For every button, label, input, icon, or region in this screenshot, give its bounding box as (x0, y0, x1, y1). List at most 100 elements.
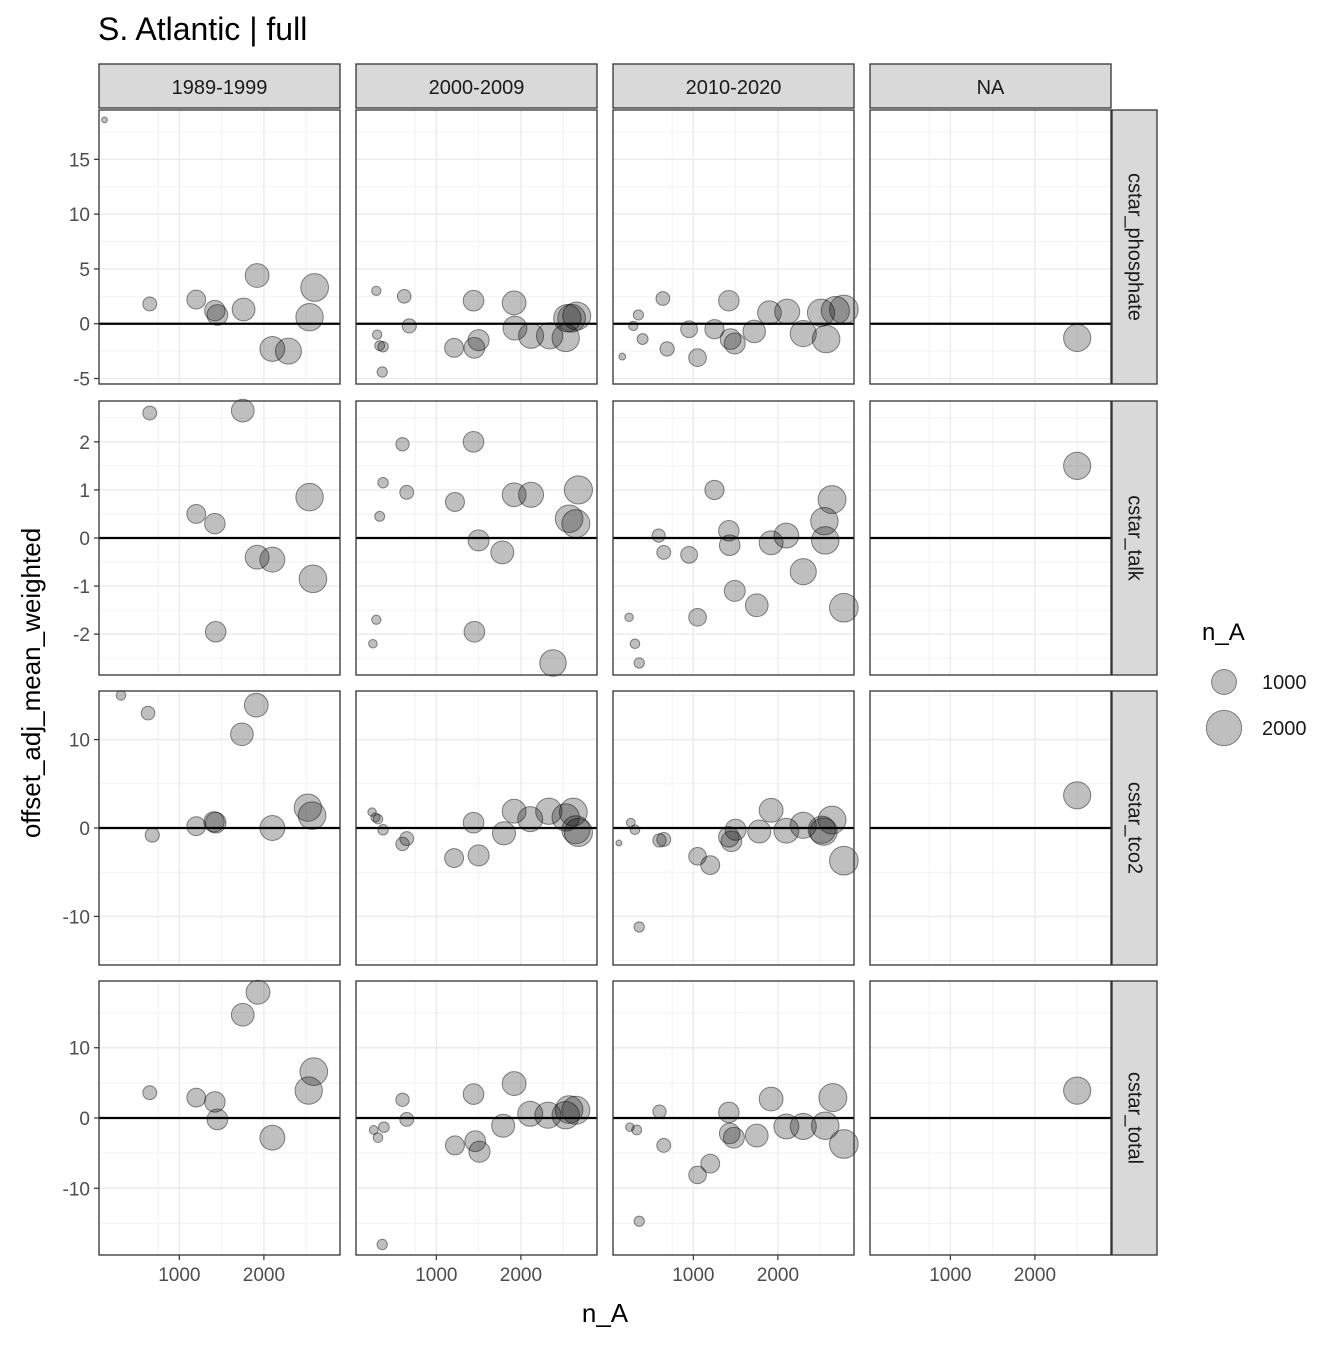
panel-border (355, 690, 598, 966)
data-point (562, 301, 592, 331)
data-point (742, 319, 766, 344)
data-point (811, 324, 841, 354)
panel-border (98, 980, 341, 1256)
data-point (724, 818, 747, 841)
data-point (378, 1121, 390, 1133)
y-tick-label: -5 (73, 370, 90, 391)
facet-panel (98, 109, 341, 385)
data-point (231, 297, 256, 322)
col-strip (98, 63, 341, 109)
row-strip (1111, 980, 1158, 1256)
data-point (789, 320, 817, 348)
data-point (491, 1113, 516, 1138)
data-point (463, 620, 486, 643)
data-point (551, 1101, 580, 1130)
facet-panel (355, 109, 598, 385)
data-point (561, 509, 591, 539)
data-point (140, 705, 156, 721)
data-point (467, 844, 490, 867)
data-point (758, 530, 784, 556)
row-strip-label: cstar_talk (1124, 495, 1146, 582)
data-point (300, 273, 329, 302)
y-tick-label: -2 (73, 625, 90, 646)
row-strip-label: cstar_total (1124, 1072, 1146, 1164)
data-point (274, 337, 302, 365)
data-point (295, 482, 324, 512)
data-point (377, 476, 389, 489)
chart-title: S. Atlantic | full (98, 11, 307, 47)
data-point (101, 116, 108, 124)
data-point (518, 481, 545, 508)
facet-panel (98, 690, 341, 966)
data-point (142, 296, 158, 312)
data-point (656, 544, 672, 560)
data-point (551, 323, 580, 353)
data-point (1063, 1076, 1092, 1105)
x-tick-label: 1000 (929, 1265, 971, 1286)
data-point (704, 479, 725, 501)
data-point (700, 1153, 721, 1174)
panel-border (612, 109, 855, 385)
data-point (259, 335, 286, 362)
plot-layer: 1989-1999 2000-2009 2010-2020 NA cstar_phosp… (63, 63, 1307, 1286)
data-point (817, 485, 847, 515)
y-tick-label: 10 (69, 205, 90, 226)
data-point (633, 921, 645, 933)
data-point (377, 341, 389, 353)
data-point (659, 341, 675, 357)
y-tick-label: 0 (79, 529, 90, 550)
data-point (561, 815, 591, 845)
facet-panel (355, 980, 598, 1256)
col-strip-label: 1989-1999 (172, 77, 268, 99)
panel-border (612, 690, 855, 966)
data-point (501, 290, 527, 316)
facet-panel (612, 109, 859, 385)
panel-border (869, 690, 1112, 966)
row-strip (1111, 400, 1158, 676)
data-point (680, 320, 698, 339)
legend-point (1211, 669, 1237, 695)
data-point (462, 431, 485, 453)
data-point (554, 504, 584, 534)
row-strip (1111, 109, 1158, 385)
data-point (372, 813, 384, 825)
data-point (633, 1215, 645, 1227)
data-point (444, 337, 465, 358)
data-point (625, 1122, 635, 1132)
data-point (186, 504, 207, 524)
facet-panel (355, 400, 598, 677)
data-point (757, 300, 782, 326)
data-point (718, 289, 740, 312)
data-point (368, 638, 378, 649)
data-point (467, 329, 490, 352)
data-point (186, 816, 207, 837)
panel-border (612, 400, 855, 676)
data-point (809, 817, 838, 846)
data-point (680, 545, 698, 564)
data-point (789, 558, 817, 586)
data-point (758, 1086, 784, 1112)
data-point (204, 1091, 226, 1113)
data-point (718, 826, 740, 848)
data-point (243, 692, 269, 718)
data-point (401, 318, 417, 334)
x-tick-label: 1000 (158, 1265, 200, 1286)
data-point (773, 1113, 800, 1140)
data-point (399, 1111, 415, 1127)
panel-border (869, 400, 1112, 676)
data-point (720, 830, 743, 853)
legend-label: 1000 (1262, 672, 1307, 694)
data-point (551, 803, 580, 832)
facet-panel (869, 980, 1112, 1256)
data-point (372, 1132, 384, 1143)
data-point (396, 289, 412, 304)
panel-border (98, 400, 341, 676)
data-point (719, 328, 742, 350)
col-strip-label: 2010-2020 (686, 77, 782, 99)
data-point (636, 333, 649, 346)
data-point (718, 520, 740, 542)
x-tick-label: 2000 (500, 1265, 542, 1286)
data-point (444, 491, 465, 512)
data-point (298, 564, 328, 594)
